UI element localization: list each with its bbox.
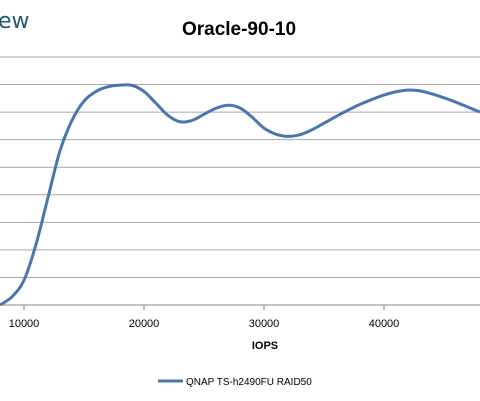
x-axis-title: IOPS (252, 340, 278, 352)
series-line (0, 83, 480, 307)
x-tick-label: 40000 (369, 318, 400, 330)
x-tick-label: 20000 (129, 318, 160, 330)
x-tick-label: 10000 (9, 318, 40, 330)
x-axis-ticks: 10000 20000 30000 40000 (9, 305, 400, 330)
chart-title: Oracle-90-10 (182, 19, 296, 40)
gridlines (0, 56, 480, 306)
logo-text: ew (0, 9, 30, 34)
x-tick-label: 30000 (249, 318, 280, 330)
legend-label: QNAP TS-h2490FU RAID50 (186, 377, 312, 388)
legend: QNAP TS-h2490FU RAID50 (158, 377, 312, 388)
plot-series (0, 83, 480, 307)
